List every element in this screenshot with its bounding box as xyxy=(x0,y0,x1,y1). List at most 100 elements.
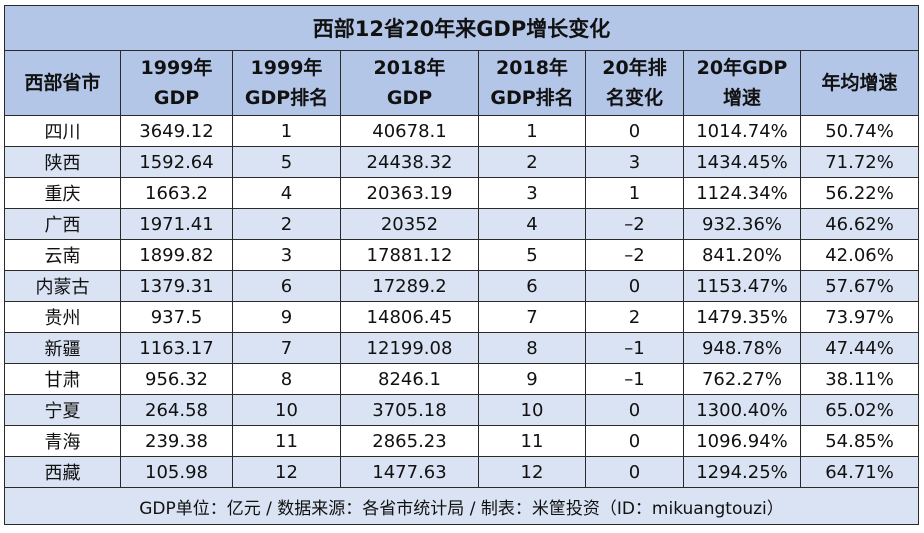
header-cell: 2018年 GDP排名 xyxy=(478,50,586,116)
value-cell: 24438.32 xyxy=(340,146,479,178)
header-line: 名变化 xyxy=(605,87,663,109)
header-line: 1999年 xyxy=(250,57,323,79)
header-line: 2018年 xyxy=(373,57,446,79)
data-row: 贵州 937.5 9 14806.45 7 2 1479.35% 73.97% xyxy=(4,301,920,333)
header-line: GDP排名 xyxy=(244,87,329,109)
value-cell: 2865.23 xyxy=(340,425,479,457)
value-cell: 2 xyxy=(232,208,341,240)
value-cell: 7 xyxy=(478,301,586,333)
data-row: 四川 3649.12 1 40678.1 1 0 1014.74% 50.74% xyxy=(4,115,920,147)
value-cell: 46.62% xyxy=(799,208,920,240)
header-line: 2018年 xyxy=(496,57,568,79)
province-cell: 内蒙古 xyxy=(4,270,121,302)
value-cell: 1096.94% xyxy=(683,425,801,457)
value-cell: 1971.41 xyxy=(120,208,233,240)
value-cell: 1477.63 xyxy=(340,456,479,488)
value-cell: 1434.45% xyxy=(683,146,801,178)
value-cell: 2 xyxy=(585,301,684,333)
value-cell: 956.32 xyxy=(120,363,233,395)
header-line: 1999年 xyxy=(140,57,213,79)
header-line: GDP排名 xyxy=(490,87,574,109)
footer-row: GDP单位：亿元 / 数据来源：各省市统计局 / 制表：米筐投资（ID：miku… xyxy=(3,487,920,525)
value-cell: 2 xyxy=(478,146,586,178)
header-line: 增速 xyxy=(722,87,761,109)
value-cell: 1300.40% xyxy=(683,394,801,426)
data-row: 新疆 1163.17 7 12199.08 8 –1 948.78% 47.44% xyxy=(4,332,920,364)
value-cell: 11 xyxy=(478,425,586,457)
value-cell: 38.11% xyxy=(799,363,920,395)
data-row: 西藏 105.98 12 1477.63 12 0 1294.25% 64.71% xyxy=(4,456,920,488)
value-cell: 1899.82 xyxy=(120,239,233,271)
value-cell: 4 xyxy=(232,177,341,209)
value-cell: 1294.25% xyxy=(683,456,801,488)
value-cell: 12 xyxy=(478,456,586,488)
value-cell: 0 xyxy=(585,425,684,457)
value-cell: 65.02% xyxy=(799,394,920,426)
value-cell: 8246.1 xyxy=(340,363,479,395)
header-cell: 20年GDP 增速 xyxy=(683,50,801,116)
value-cell: 0 xyxy=(585,456,684,488)
header-line: 20年GDP xyxy=(696,57,788,79)
value-cell: 105.98 xyxy=(120,456,233,488)
value-cell: 932.36% xyxy=(683,208,801,240)
value-cell: 6 xyxy=(232,270,341,302)
header-cell: 年均增速 xyxy=(799,50,920,116)
value-cell: 948.78% xyxy=(683,332,801,364)
value-cell: 841.20% xyxy=(683,239,801,271)
province-cell: 宁夏 xyxy=(4,394,121,426)
title-row: 西部12省20年来GDP增长变化 xyxy=(3,5,920,51)
value-cell: 57.67% xyxy=(799,270,920,302)
value-cell: 3 xyxy=(232,239,341,271)
data-row: 青海 239.38 11 2865.23 11 0 1096.94% 54.85% xyxy=(4,425,920,457)
value-cell: 3 xyxy=(585,146,684,178)
value-cell: 1124.34% xyxy=(683,177,801,209)
value-cell: 1 xyxy=(232,115,341,147)
data-row: 陕西 1592.64 5 24438.32 2 3 1434.45% 71.72% xyxy=(4,146,920,178)
header-line: 年均增速 xyxy=(821,72,898,94)
header-cell: 20年排 名变化 xyxy=(585,50,684,116)
value-cell: 1379.31 xyxy=(120,270,233,302)
province-cell: 云南 xyxy=(4,239,121,271)
value-cell: 42.06% xyxy=(799,239,920,271)
value-cell: –2 xyxy=(585,208,684,240)
value-cell: 8 xyxy=(232,363,341,395)
value-cell: –2 xyxy=(585,239,684,271)
value-cell: 14806.45 xyxy=(340,301,479,333)
value-cell: 11 xyxy=(232,425,341,457)
value-cell: 10 xyxy=(232,394,341,426)
data-row: 云南 1899.82 3 17881.12 5 –2 841.20% 42.06% xyxy=(4,239,920,271)
value-cell: 9 xyxy=(232,301,341,333)
gdp-table: 西部12省20年来GDP增长变化 西部省市 1999年 GDP 1999年 GDP排名 2… xyxy=(3,5,920,525)
province-cell: 西藏 xyxy=(4,456,121,488)
header-cell: 1999年 GDP排名 xyxy=(232,50,341,116)
province-cell: 甘肃 xyxy=(4,363,121,395)
value-cell: 3705.18 xyxy=(340,394,479,426)
value-cell: 40678.1 xyxy=(340,115,479,147)
value-cell: 7 xyxy=(232,332,341,364)
value-cell: 17881.12 xyxy=(340,239,479,271)
value-cell: –1 xyxy=(585,363,684,395)
value-cell: 1663.2 xyxy=(120,177,233,209)
value-cell: 1 xyxy=(585,177,684,209)
value-cell: 0 xyxy=(585,115,684,147)
value-cell: 1014.74% xyxy=(683,115,801,147)
value-cell: 54.85% xyxy=(799,425,920,457)
value-cell: 3649.12 xyxy=(120,115,233,147)
table-title: 西部12省20年来GDP增长变化 xyxy=(3,5,920,51)
header-cell: 2018年 GDP xyxy=(340,50,479,116)
value-cell: 6 xyxy=(478,270,586,302)
province-cell: 新疆 xyxy=(4,332,121,364)
value-cell: 1 xyxy=(478,115,586,147)
province-cell: 四川 xyxy=(4,115,121,147)
value-cell: 5 xyxy=(478,239,586,271)
header-row: 西部省市 1999年 GDP 1999年 GDP排名 2018年 GDP 2018年 GDP排名… xyxy=(4,50,920,116)
data-row: 广西 1971.41 2 20352 4 –2 932.36% 46.62% xyxy=(4,208,920,240)
header-line: GDP xyxy=(386,87,433,109)
header-cell: 1999年 GDP xyxy=(120,50,233,116)
province-cell: 重庆 xyxy=(4,177,121,209)
value-cell: 56.22% xyxy=(799,177,920,209)
header-line: GDP xyxy=(153,87,200,109)
province-cell: 陕西 xyxy=(4,146,121,178)
data-row: 宁夏 264.58 10 3705.18 10 0 1300.40% 65.02% xyxy=(4,394,920,426)
